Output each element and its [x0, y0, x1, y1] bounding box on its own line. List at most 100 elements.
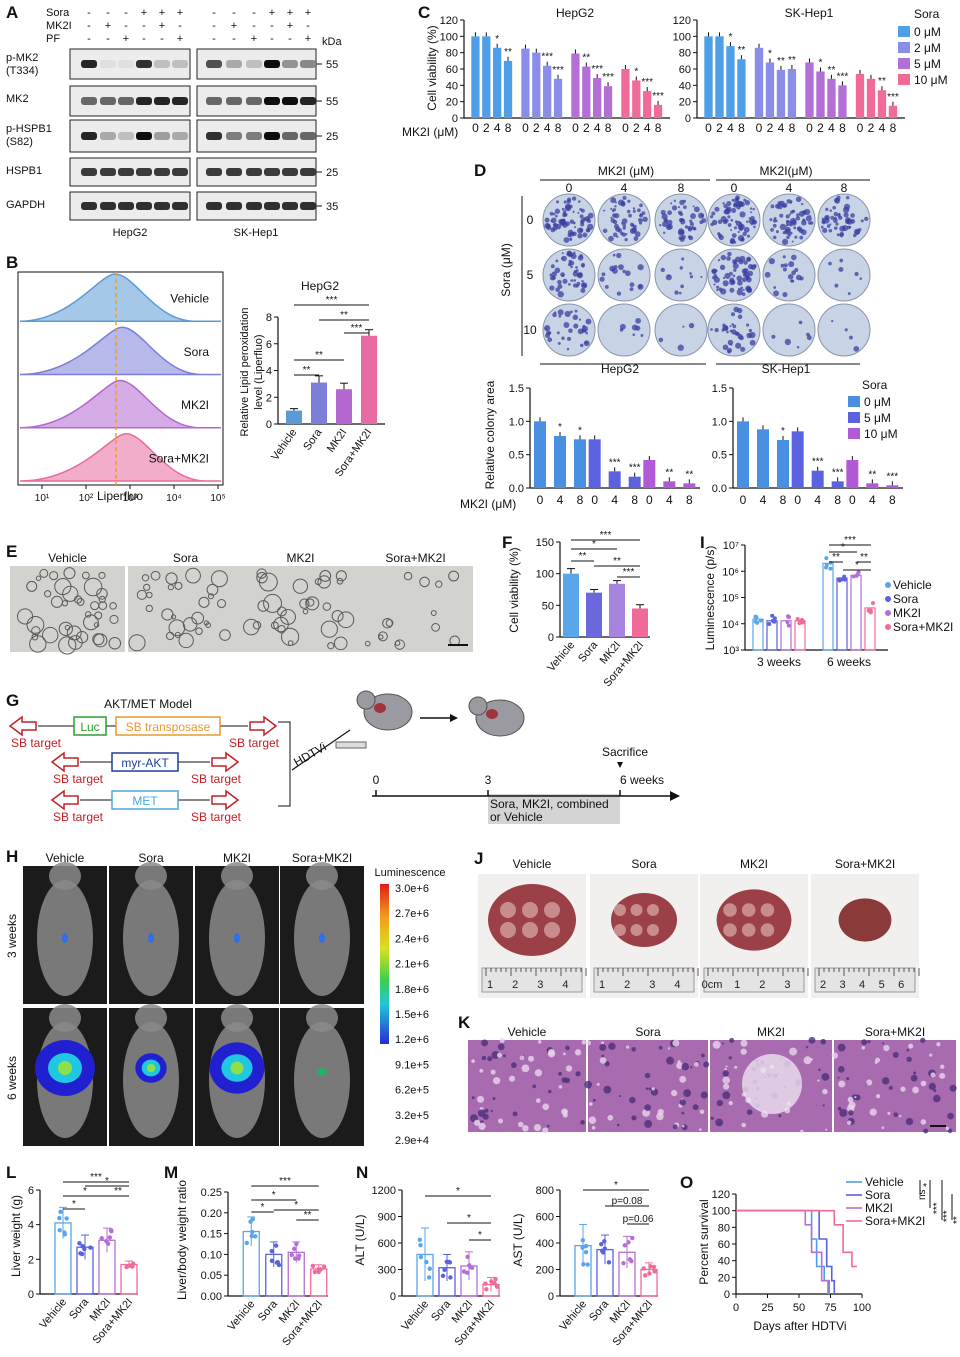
y-axis-title: Percent survival — [697, 1199, 711, 1284]
mouse-silhouette — [135, 1004, 167, 1032]
micrograph — [358, 566, 473, 652]
bar — [822, 562, 834, 651]
tissue-texture — [722, 1091, 731, 1100]
tissue-texture — [861, 1045, 866, 1050]
tissue-texture — [492, 1076, 501, 1085]
colony-dot — [737, 314, 743, 320]
tumor-nodule — [522, 902, 538, 918]
colony-dot — [731, 207, 737, 214]
colony-dot — [546, 224, 552, 231]
bar — [336, 389, 352, 424]
data-point — [870, 601, 875, 606]
sb-arrow — [211, 751, 240, 773]
colony-dot — [662, 221, 668, 228]
bar — [553, 78, 563, 118]
organoid — [109, 614, 119, 625]
y-tick-label: 80 — [679, 48, 691, 60]
x-tick-label: 0 — [733, 1302, 739, 1314]
colony-plate — [597, 303, 651, 357]
colony-dot — [849, 335, 853, 340]
significance-label: *** — [602, 72, 614, 83]
colony-dot — [612, 232, 618, 237]
y-tick-label: 200 — [536, 1265, 554, 1277]
data-point — [797, 621, 802, 626]
colony-dot — [574, 226, 577, 229]
tissue-texture — [806, 1046, 809, 1049]
bar — [571, 53, 580, 118]
colony-dot — [603, 209, 606, 212]
colony-dot — [565, 221, 571, 227]
colony-dot — [679, 266, 683, 270]
sb-arrow — [50, 789, 79, 811]
x-tick-label: 10³ — [123, 493, 138, 504]
organoid — [84, 611, 92, 618]
colony-plate — [817, 303, 871, 357]
luminescence-signal — [146, 1063, 156, 1073]
data-point — [424, 1259, 429, 1265]
image-title: Vehicle — [508, 1025, 547, 1039]
category-label: 0 — [537, 493, 544, 507]
tissue-texture — [699, 1128, 702, 1131]
x-axis-title: Days after HDTVi — [753, 1319, 846, 1333]
colony-dot — [552, 212, 556, 216]
timeline-label: 3 — [485, 773, 492, 787]
panel-letter-B: B — [6, 253, 18, 272]
data-point — [269, 1248, 275, 1254]
column-title: Vehicle — [46, 851, 85, 865]
organoid — [92, 633, 105, 646]
tissue-texture — [740, 1039, 748, 1047]
organoid — [44, 590, 52, 598]
y-tick-label: 120 — [673, 15, 691, 27]
colony-dot — [722, 324, 729, 332]
y-axis-title: Relative colony area — [483, 380, 497, 489]
ruler-label: 3 — [649, 979, 655, 991]
bar — [621, 69, 630, 118]
colony-dot — [629, 282, 635, 288]
organoid — [287, 640, 294, 646]
colony-dot — [784, 338, 791, 346]
tissue-texture — [626, 1045, 630, 1049]
treatment-sign: - — [87, 7, 91, 19]
tissue-texture — [940, 1064, 945, 1069]
tissue-texture — [838, 1066, 845, 1073]
category-label: 0 — [622, 121, 629, 135]
colony-dot — [634, 231, 641, 237]
bar — [752, 618, 764, 651]
y-tick-label: 0 — [724, 1289, 730, 1301]
legend-marker — [885, 596, 891, 602]
bar — [794, 620, 806, 651]
tissue-texture — [725, 1065, 728, 1068]
tissue-texture — [563, 1110, 567, 1114]
tissue-texture — [822, 1088, 828, 1095]
tumor-region — [742, 1054, 802, 1114]
data-point — [585, 1262, 590, 1267]
colony-dot — [733, 226, 738, 230]
data-point — [57, 1228, 62, 1233]
colony-dot — [830, 215, 835, 220]
significance-label: ** — [579, 551, 587, 562]
organoid — [16, 608, 34, 625]
colony-dot — [735, 342, 742, 349]
colony-dot — [722, 280, 729, 287]
treatment-row-label: Sora — [46, 7, 70, 19]
significance-label: *** — [886, 471, 898, 482]
data-point — [772, 616, 777, 621]
tissue-texture — [888, 1085, 893, 1090]
colony-dot — [854, 271, 859, 277]
gene-label: myr-AKT — [121, 756, 169, 770]
image-title: Sora+MK2I — [835, 857, 895, 871]
category-label: 4 — [544, 121, 551, 135]
blot-band — [172, 60, 188, 68]
colony-dot — [608, 235, 614, 242]
blot-band — [300, 60, 316, 68]
colony-dot — [549, 285, 555, 291]
organoid — [108, 636, 122, 650]
significance-label: * — [841, 542, 845, 553]
blot-band — [81, 97, 97, 105]
colony-dot — [803, 208, 811, 216]
colony-dot — [736, 197, 739, 200]
scale-title: Luminescence — [375, 867, 446, 879]
blot-row-label: p-HSPB1 — [6, 123, 52, 135]
significance-label: *** — [844, 535, 856, 546]
data-point — [643, 1273, 648, 1278]
